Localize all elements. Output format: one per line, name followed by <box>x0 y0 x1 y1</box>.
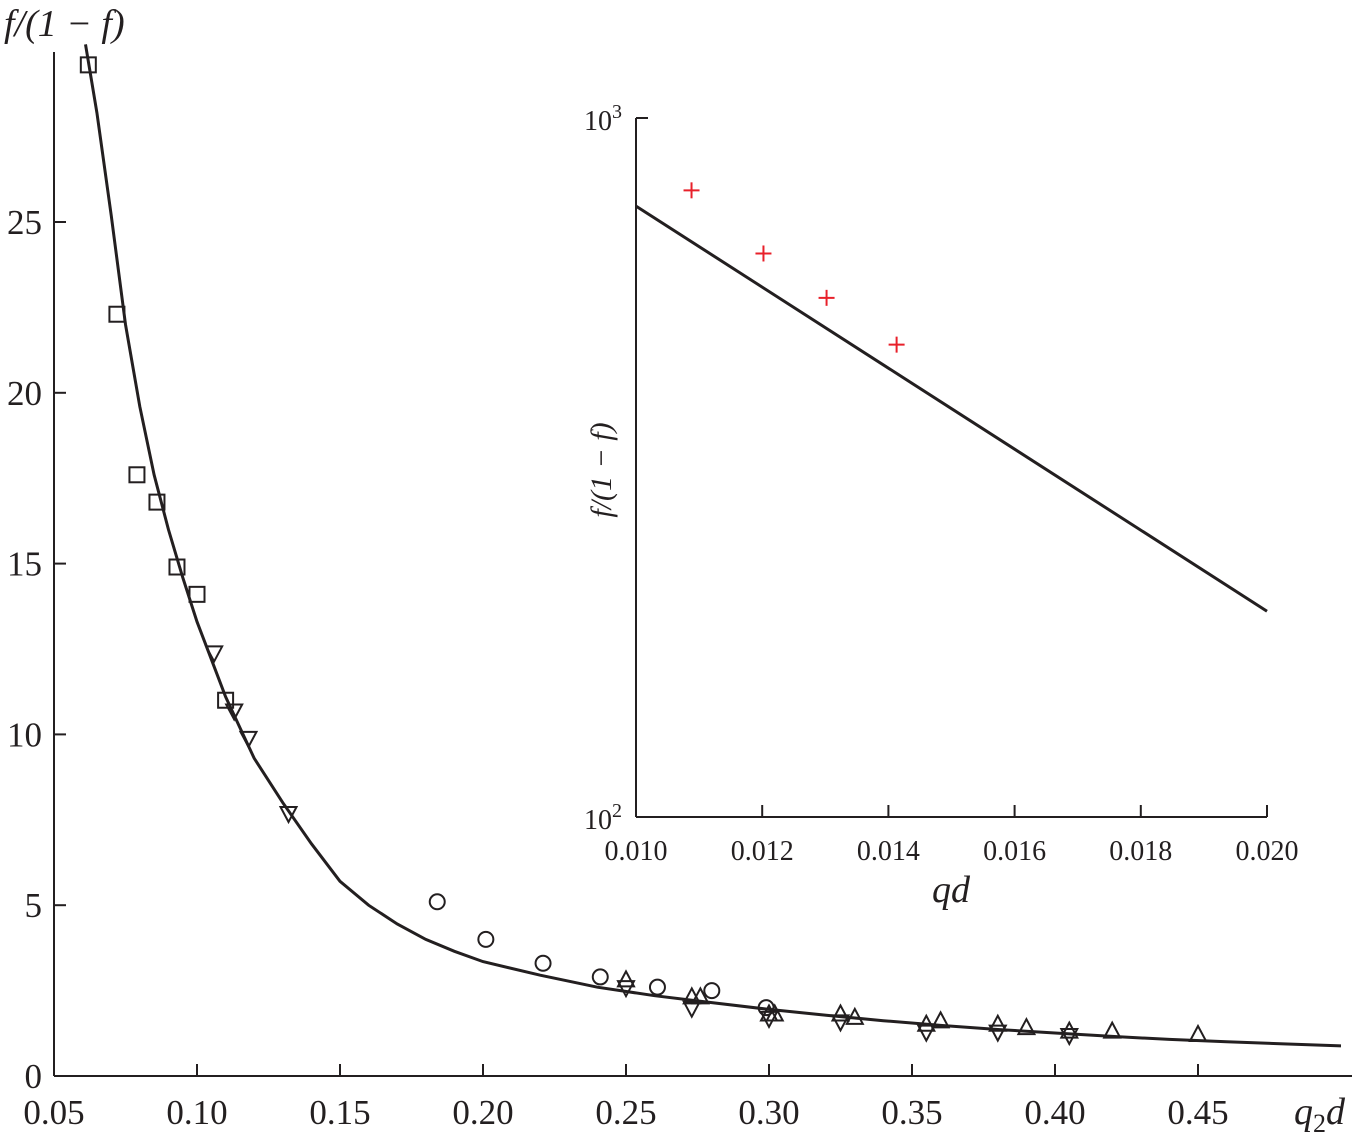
main-y-axis-title: f/(1 − f) <box>4 3 125 45</box>
inset-fit-line <box>635 204 1268 613</box>
triangle-down-marker <box>616 980 636 999</box>
plus-marker <box>755 245 772 262</box>
square-marker <box>148 493 166 511</box>
triangle-up-marker <box>1059 1020 1079 1039</box>
plus-marker <box>888 336 905 353</box>
triangle-up-marker <box>690 986 711 1005</box>
inset-x-tick-label: 0.018 <box>1109 836 1172 867</box>
inset-x-tick-label: 0.012 <box>731 836 794 867</box>
triangle-up-marker <box>1188 1023 1208 1043</box>
main-x-ticks: 0.05 0.10 0.15 0.20 0.25 0.30 0.35 0.40 0.45 <box>23 1064 1229 1132</box>
circle-marker <box>428 893 446 911</box>
triangle-down-marker <box>238 730 259 749</box>
inset-y-axis-title: f/(1 − f) <box>585 422 618 517</box>
main-data-points <box>79 56 1208 1047</box>
triangle-down-marker <box>682 1000 702 1019</box>
main-fit-curve <box>84 44 1342 1048</box>
triangle-down-marker <box>1059 1028 1079 1047</box>
square-marker <box>188 585 206 603</box>
inset-x-ticks: 0.010 0.012 0.014 0.016 0.018 0.020 <box>605 805 1299 867</box>
inset-y-ticks: 103 102 <box>584 101 648 836</box>
triangle-up-marker <box>1016 1017 1037 1036</box>
triangle-up-marker <box>930 1010 951 1029</box>
triangle-down-marker <box>204 645 224 664</box>
inset-x-tick-label: 0.020 <box>1236 836 1299 867</box>
triangle-up-marker <box>616 969 636 988</box>
main-y-tick-label: 25 <box>7 203 42 242</box>
triangle-up-marker <box>845 1006 865 1025</box>
main-x-tick-label: 0.25 <box>595 1093 656 1132</box>
square-marker <box>79 56 97 74</box>
plus-marker <box>683 182 700 199</box>
main-x-tick-label: 0.05 <box>23 1093 84 1132</box>
main-y-tick-label: 20 <box>7 374 42 413</box>
triangle-up-marker <box>988 1013 1008 1032</box>
main-y-tick-label: 5 <box>25 886 43 925</box>
circle-marker <box>534 954 552 972</box>
triangle-up-marker <box>916 1013 936 1032</box>
triangle-down-marker <box>759 1010 779 1030</box>
triangle-down-marker <box>988 1024 1008 1043</box>
main-x-tick-label: 0.35 <box>881 1093 942 1132</box>
square-marker <box>108 305 126 323</box>
main-x-tick-label: 0.40 <box>1024 1093 1085 1132</box>
inset-x-axis-title: qd <box>932 869 971 911</box>
main-x-tick-label: 0.20 <box>452 1093 513 1132</box>
main-y-tick-label: 0 <box>25 1057 43 1096</box>
main-x-tick-label: 0.15 <box>309 1093 370 1132</box>
square-marker <box>128 466 146 484</box>
main-chart: 0.05 0.10 0.15 0.20 0.25 0.30 0.35 0.40 0.45 0 5 1… <box>4 3 1352 1138</box>
main-y-tick-label: 10 <box>7 715 42 754</box>
main-y-tick-label: 15 <box>7 545 42 584</box>
triangle-down-marker <box>916 1024 936 1043</box>
main-x-tick-label: 0.30 <box>738 1093 799 1132</box>
main-x-axis-title: q2d <box>1294 1091 1346 1138</box>
inset-x-tick-label: 0.014 <box>857 836 920 867</box>
inset-x-tick-label: 0.016 <box>983 836 1046 867</box>
circle-marker <box>703 982 721 1000</box>
inset-data-points <box>683 182 905 353</box>
main-y-ticks: 0 5 10 15 20 25 <box>7 203 66 1096</box>
inset-y-tick-label: 103 <box>584 101 622 137</box>
main-x-tick-label: 0.45 <box>1167 1093 1228 1132</box>
main-x-tick-label: 0.10 <box>166 1093 227 1132</box>
triangle-up-marker <box>1102 1020 1122 1039</box>
circle-marker <box>591 968 609 986</box>
inset-y-tick-label: 102 <box>584 800 622 836</box>
triangle-down-marker <box>224 703 244 722</box>
triangle-down-marker <box>830 1014 851 1033</box>
triangle-up-marker <box>830 1003 851 1022</box>
square-marker <box>217 691 235 709</box>
inset-chart: 0.010 0.012 0.014 0.016 0.018 0.020 103 102 f/… <box>584 101 1299 911</box>
square-marker <box>168 558 186 576</box>
circle-marker <box>477 930 495 948</box>
circle-marker <box>648 978 666 996</box>
triangle-up-marker <box>765 1003 785 1022</box>
inset-x-tick-label: 0.010 <box>605 836 668 867</box>
triangle-down-marker <box>278 805 299 825</box>
plus-marker <box>818 289 835 306</box>
